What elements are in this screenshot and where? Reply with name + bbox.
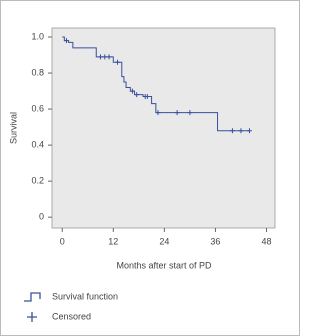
censor-mark xyxy=(187,110,193,116)
x-tick-label: 0 xyxy=(60,236,65,246)
x-tick-label: 24 xyxy=(159,236,169,246)
survival-line xyxy=(62,36,250,132)
plot-area xyxy=(51,27,276,229)
y-axis-label: Survival xyxy=(8,112,18,144)
chart: Months after start of PD Survival 0 0.2 0.… xyxy=(0,0,300,336)
censor-mark xyxy=(98,54,104,60)
x-tick-label: 36 xyxy=(210,236,220,246)
y-tick-label: 0.2 xyxy=(31,176,44,186)
censor-mark xyxy=(155,110,161,116)
censor-mark xyxy=(238,128,244,134)
censor-mark xyxy=(144,93,150,99)
censor-mark xyxy=(115,59,121,65)
censor-mark xyxy=(102,54,108,60)
y-tick-label: 0 xyxy=(39,212,44,222)
legend-label: Survival function xyxy=(52,291,118,301)
y-tick-label: 0.6 xyxy=(31,103,44,113)
x-axis-label: Months after start of PD xyxy=(116,260,212,270)
legend-icon xyxy=(27,312,37,322)
x-tick-label: 48 xyxy=(261,236,271,246)
censor-mark xyxy=(134,92,140,98)
censor-mark xyxy=(246,128,252,134)
y-tick-label: 0.8 xyxy=(31,67,44,77)
censor-mark xyxy=(63,38,69,44)
censor-mark xyxy=(174,110,180,116)
censor-mark xyxy=(129,88,135,94)
legend-icon xyxy=(24,292,41,302)
censor-mark xyxy=(106,54,112,60)
censor-mark xyxy=(229,128,235,134)
y-tick-label: 1.0 xyxy=(31,31,44,41)
x-tick-label: 12 xyxy=(108,236,118,246)
y-tick-label: 0.4 xyxy=(31,139,44,149)
legend-label: Censored xyxy=(52,311,91,321)
